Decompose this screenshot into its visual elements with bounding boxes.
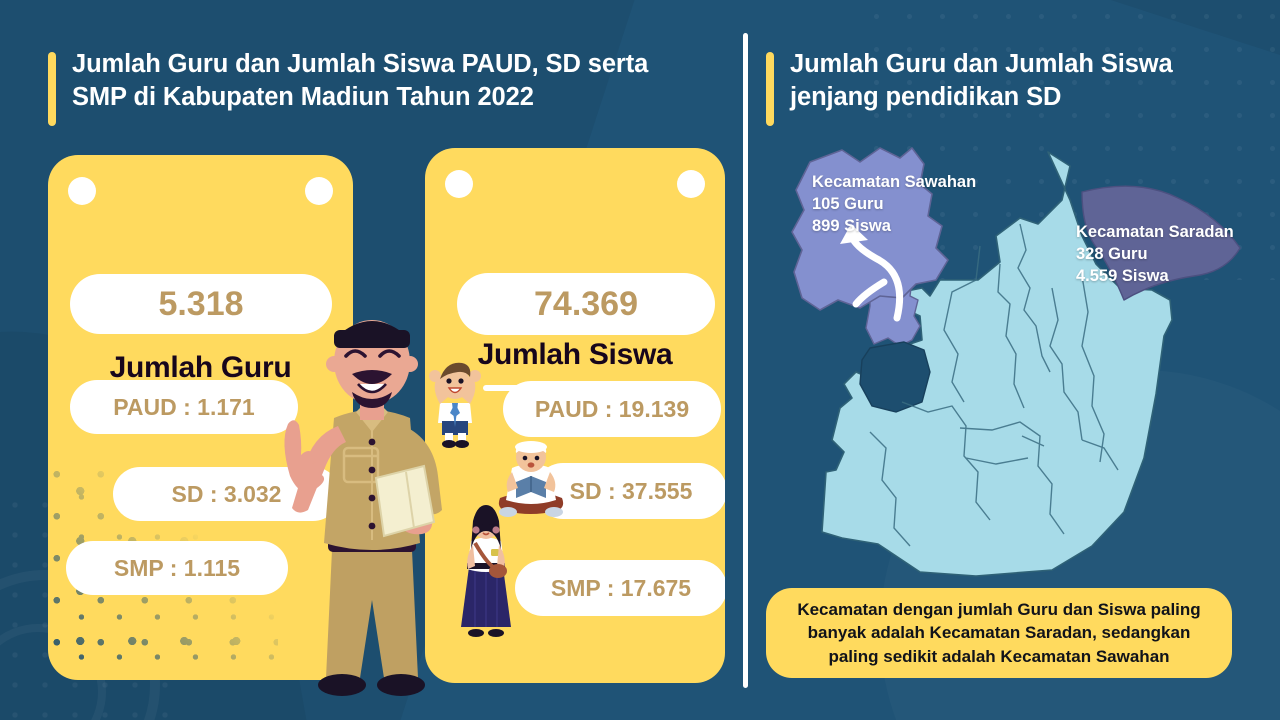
map-kabupaten-madiun xyxy=(752,140,1272,580)
callout-students: 4.559 Siswa xyxy=(1076,266,1169,285)
callout-students: 899 Siswa xyxy=(812,216,891,235)
punch-hole-left-icon xyxy=(68,177,96,205)
siswa-paud-value: PAUD : 19.139 xyxy=(503,381,721,437)
map-callout-sawahan: Kecamatan Sawahan 105 Guru 899 Siswa xyxy=(812,172,1032,237)
callout-teachers: 105 Guru xyxy=(812,194,884,213)
right-panel-title: Jumlah Guru dan Jumlah Siswa jenjang pen… xyxy=(766,48,1236,126)
vertical-divider xyxy=(743,33,748,688)
card-heading-jumlah-siswa: Jumlah Siswa xyxy=(477,338,673,371)
title-accent-bar xyxy=(48,52,56,126)
guru-total-value: 5.318 xyxy=(70,274,332,334)
conclusion-text: Kecamatan dengan jumlah Guru dan Siswa p… xyxy=(797,599,1201,666)
map-callout-saradan: Kecamatan Saradan 328 Guru 4.559 Siswa xyxy=(1076,222,1276,287)
guru-paud-value: PAUD : 1.171 xyxy=(70,380,298,434)
siswa-smp-value: SMP : 17.675 xyxy=(515,560,725,616)
punch-hole-right-icon xyxy=(677,170,705,198)
map-svg xyxy=(791,147,1241,577)
student-sd-illustration xyxy=(498,441,564,517)
callout-district-name: Kecamatan Saradan xyxy=(1076,223,1234,241)
student-smp-illustration xyxy=(461,505,511,637)
callout-district-name: Kecamatan Sawahan xyxy=(812,173,977,191)
siswa-sd-value: SD : 37.555 xyxy=(535,463,725,519)
right-panel-title-text: Jumlah Guru dan Jumlah Siswa jenjang pen… xyxy=(790,50,1173,111)
conclusion-box: Kecamatan dengan jumlah Guru dan Siswa p… xyxy=(766,588,1232,678)
callout-teachers: 328 Guru xyxy=(1076,244,1148,263)
title-accent-bar xyxy=(766,52,774,126)
left-panel-title: Jumlah Guru dan Jumlah Siswa PAUD, SD se… xyxy=(48,48,708,126)
punch-hole-right-icon xyxy=(305,177,333,205)
guru-smp-value: SMP : 1.115 xyxy=(66,541,288,595)
card-heading-jumlah-guru: Jumlah Guru xyxy=(109,351,292,384)
punch-hole-left-icon xyxy=(445,170,473,198)
teacher-illustration xyxy=(284,320,442,696)
stat-card-jumlah-guru: Jumlah Guru 5.318 PAUD : 1.171 SD : 3.03… xyxy=(48,155,353,680)
left-panel-title-text: Jumlah Guru dan Jumlah Siswa PAUD, SD se… xyxy=(72,50,649,111)
siswa-total-value: 74.369 xyxy=(457,273,715,335)
student-paud-illustration xyxy=(429,362,481,448)
